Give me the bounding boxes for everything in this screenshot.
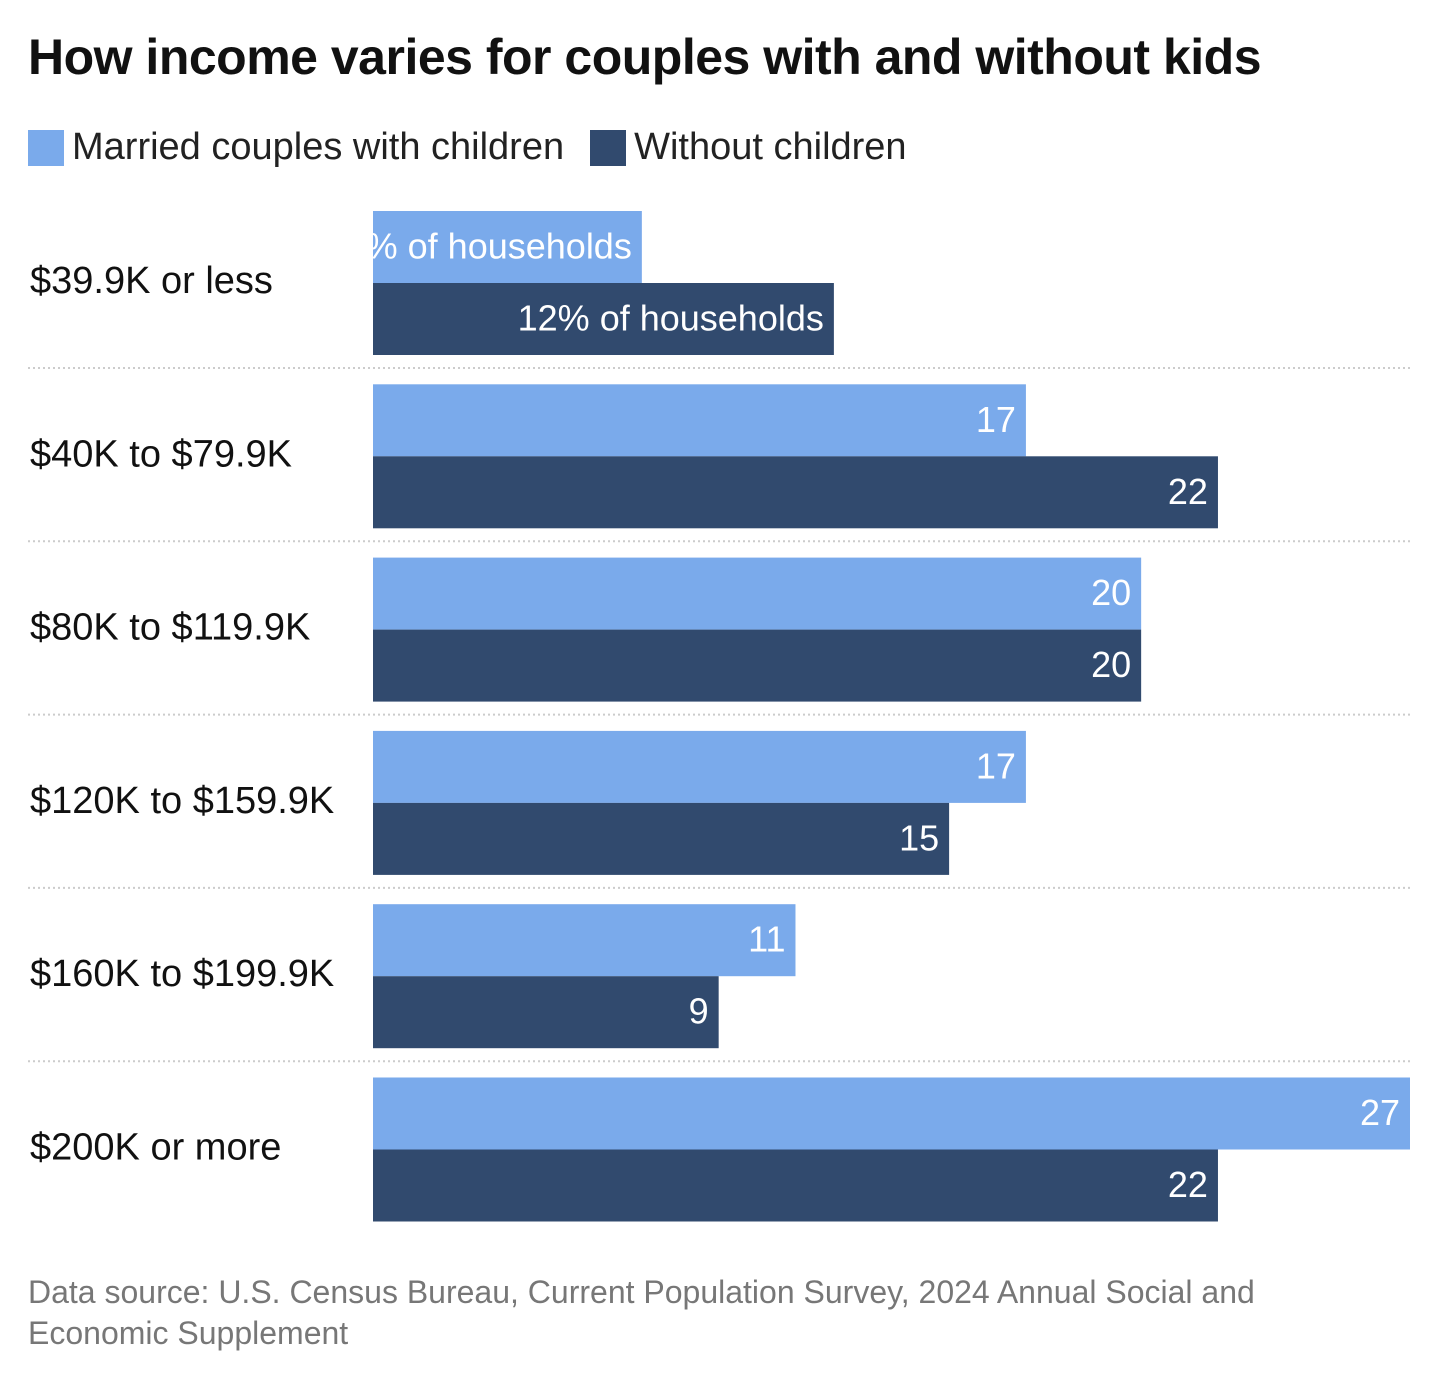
bar [373, 1149, 1218, 1222]
value-label: 27 [1360, 1092, 1400, 1133]
legend-swatch [28, 129, 64, 166]
bar [373, 456, 1218, 529]
value-label: 9 [689, 991, 709, 1032]
y-tick-label: $80K to $119.9K [30, 607, 310, 649]
chart-title: How income varies for couples with and w… [28, 29, 1262, 85]
legend-label: Without children [634, 126, 907, 168]
chart: $39.9K or less 7% of households 12% of hou… [28, 211, 1410, 1222]
value-label: 17 [976, 399, 1016, 440]
bar [373, 384, 1026, 457]
bar [373, 904, 796, 977]
value-label: 12% of households [518, 298, 824, 339]
value-label: 17 [976, 745, 1016, 786]
value-label: 11 [748, 919, 785, 960]
value-label: 22 [1168, 1164, 1208, 1205]
bar [373, 976, 719, 1049]
bar [373, 283, 834, 355]
caption: Data source: U.S. Census Bureau, Current… [28, 1274, 1255, 1351]
y-tick-label: $40K to $79.9K [30, 433, 292, 475]
bar [373, 802, 950, 875]
value-label: 22 [1168, 471, 1208, 512]
y-tick-label: $39.9K or less [30, 260, 273, 302]
legend-item: Married couples with children [28, 126, 564, 169]
legend-item: Without children [590, 126, 907, 169]
bar [373, 730, 1026, 803]
y-tick-label: $120K to $159.9K [30, 780, 334, 822]
y-tick-label: $200K or more [30, 1127, 281, 1169]
y-tick-label: $160K to $199.9K [30, 953, 334, 995]
bar [373, 557, 1142, 630]
legend: Married couples with children Without ch… [28, 126, 933, 169]
value-label: 20 [1091, 572, 1131, 613]
bar [373, 629, 1142, 702]
bar [373, 1077, 1410, 1150]
bar [373, 211, 642, 283]
value-label: 15 [899, 817, 939, 858]
legend-label: Married couples with children [72, 126, 565, 168]
value-label: 7% of households [346, 226, 632, 267]
legend-swatch [590, 129, 627, 166]
value-label: 20 [1091, 644, 1131, 685]
